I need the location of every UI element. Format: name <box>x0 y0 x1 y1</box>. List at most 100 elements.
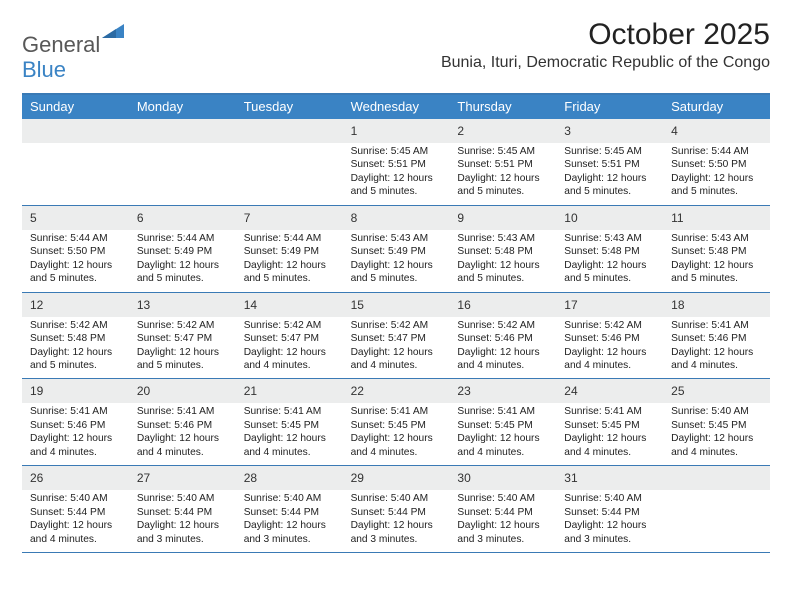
logo-triangle-icon <box>102 24 124 38</box>
calendar-cell: 18Sunrise: 5:41 AMSunset: 5:46 PMDayligh… <box>663 293 770 379</box>
location-text: Bunia, Ituri, Democratic Republic of the… <box>441 54 770 72</box>
day-number-row: 28 <box>236 466 343 490</box>
calendar-cell: 25Sunrise: 5:40 AMSunset: 5:45 PMDayligh… <box>663 379 770 465</box>
day-number: 23 <box>457 384 470 398</box>
day-number: 20 <box>137 384 150 398</box>
day-number: 24 <box>564 384 577 398</box>
day-number: 15 <box>351 298 364 312</box>
day-detail: Sunrise: 5:44 AMSunset: 5:49 PMDaylight:… <box>129 230 236 292</box>
calendar-cell: 13 Sunrise: 5:42 AMSunset: 5:47 PMDayligh… <box>129 293 236 379</box>
calendar-cell: 24 Sunrise: 5:41 AMSunset: 5:45 PMDayligh… <box>556 379 663 465</box>
title-block: October 2025 Bunia, Ituri, Democratic Re… <box>441 18 770 72</box>
day-detail: Sunrise: 5:42 AMSunset: 5:47 PMDaylight:… <box>343 317 450 379</box>
day-detail: Sunrise: 5:41 AMSunset: 5:45 PMDaylight:… <box>449 403 556 465</box>
day-detail: Sunrise: 5:41 AMSunset: 5:46 PMDaylight:… <box>22 403 129 465</box>
day-number: 18 <box>671 298 684 312</box>
day-number: 9 <box>457 211 464 225</box>
day-number-row: 20 <box>129 379 236 403</box>
day-number: 6 <box>137 211 144 225</box>
day-number-row: 18 <box>663 293 770 317</box>
day-number-row: 0 <box>129 119 236 143</box>
day-number: 21 <box>244 384 257 398</box>
day-number-row: 19 <box>22 379 129 403</box>
day-number: 12 <box>30 298 43 312</box>
day-number-row: 16 <box>449 293 556 317</box>
day-detail: Sunrise: 5:41 AMSunset: 5:45 PMDaylight:… <box>236 403 343 465</box>
day-number: 10 <box>564 211 577 225</box>
day-number-row: 12 <box>22 293 129 317</box>
day-number-row: 3 <box>556 119 663 143</box>
day-detail: Sunrise: 5:40 AMSunset: 5:44 PMDaylight:… <box>129 490 236 552</box>
day-number-row: 11 <box>663 206 770 230</box>
calendar-cell: 16Sunrise: 5:42 AMSunset: 5:46 PMDayligh… <box>449 293 556 379</box>
day-detail: Sunrise: 5:43 AMSunset: 5:48 PMDaylight:… <box>663 230 770 292</box>
day-detail: Sunrise: 5:45 AMSunset: 5:51 PMDaylight:… <box>556 143 663 205</box>
calendar-cell: 17Sunrise: 5:42 AMSunset: 5:46 PMDayligh… <box>556 293 663 379</box>
calendar-cell: 27Sunrise: 5:40 AMSunset: 5:44 PMDayligh… <box>129 466 236 552</box>
day-number-row: 27 <box>129 466 236 490</box>
calendar-cell: 30 Sunrise: 5:40 AMSunset: 5:44 PMDayligh… <box>449 466 556 552</box>
day-number-row: 13 <box>129 293 236 317</box>
day-number-row: 6 <box>129 206 236 230</box>
weekday-header: Tuesday <box>236 95 343 119</box>
day-number-row: 8 <box>343 206 450 230</box>
calendar-cell: 0 <box>236 119 343 205</box>
calendar-cell: 0 <box>129 119 236 205</box>
day-number-row: 5 <box>22 206 129 230</box>
day-detail: Sunrise: 5:40 AMSunset: 5:44 PMDaylight:… <box>236 490 343 552</box>
calendar-cell: 11 Sunrise: 5:43 AMSunset: 5:48 PMDayligh… <box>663 206 770 292</box>
day-detail: Sunrise: 5:45 AMSunset: 5:51 PMDaylight:… <box>343 143 450 205</box>
day-detail: Sunrise: 5:42 AMSunset: 5:47 PMDaylight:… <box>236 317 343 379</box>
day-detail: Sunrise: 5:41 AMSunset: 5:45 PMDaylight:… <box>343 403 450 465</box>
calendar-cell: 31 Sunrise: 5:40 AMSunset: 5:44 PMDayligh… <box>556 466 663 552</box>
day-detail: Sunrise: 5:40 AMSunset: 5:44 PMDaylight:… <box>556 490 663 552</box>
day-number-row: 4 <box>663 119 770 143</box>
day-number-row: 21 <box>236 379 343 403</box>
day-number: 1 <box>351 124 358 138</box>
day-number-row: 7 <box>236 206 343 230</box>
day-number-row: 9 <box>449 206 556 230</box>
day-number: 28 <box>244 471 257 485</box>
day-detail: Sunrise: 5:44 AMSunset: 5:50 PMDaylight:… <box>663 143 770 205</box>
weekday-header: Friday <box>556 95 663 119</box>
day-number: 13 <box>137 298 150 312</box>
day-number: 26 <box>30 471 43 485</box>
day-number: 22 <box>351 384 364 398</box>
calendar-body: 0 0 0 1 Sunrise: 5:45 AMSunset: 5:51 PMDa… <box>22 119 770 553</box>
day-number-row: 10 <box>556 206 663 230</box>
calendar-cell: 29Sunrise: 5:40 AMSunset: 5:44 PMDayligh… <box>343 466 450 552</box>
weekday-header: Monday <box>129 95 236 119</box>
day-number: 31 <box>564 471 577 485</box>
day-number: 11 <box>671 211 683 225</box>
day-number: 2 <box>457 124 464 138</box>
day-number: 19 <box>30 384 43 398</box>
day-number-row: 31 <box>556 466 663 490</box>
day-number-row: 23 <box>449 379 556 403</box>
logo-word1: General <box>22 32 100 57</box>
day-number: 17 <box>564 298 577 312</box>
day-number: 25 <box>671 384 684 398</box>
calendar-cell: 14 Sunrise: 5:42 AMSunset: 5:47 PMDayligh… <box>236 293 343 379</box>
day-detail: Sunrise: 5:43 AMSunset: 5:49 PMDaylight:… <box>343 230 450 292</box>
logo-word2: Blue <box>22 57 66 82</box>
calendar-cell: 0 <box>663 466 770 552</box>
calendar-cell: 0 <box>22 119 129 205</box>
day-number: 14 <box>244 298 257 312</box>
calendar-week: 5Sunrise: 5:44 AMSunset: 5:50 PMDaylight… <box>22 206 770 293</box>
day-number: 3 <box>564 124 571 138</box>
day-detail: Sunrise: 5:41 AMSunset: 5:45 PMDaylight:… <box>556 403 663 465</box>
weekday-header-row: SundayMondayTuesdayWednesdayThursdayFrid… <box>22 95 770 119</box>
calendar-cell: 9Sunrise: 5:43 AMSunset: 5:48 PMDaylight… <box>449 206 556 292</box>
day-detail: Sunrise: 5:40 AMSunset: 5:44 PMDaylight:… <box>343 490 450 552</box>
calendar-cell: 6 Sunrise: 5:44 AMSunset: 5:49 PMDaylight… <box>129 206 236 292</box>
day-detail: Sunrise: 5:42 AMSunset: 5:46 PMDaylight:… <box>449 317 556 379</box>
day-detail: Sunrise: 5:42 AMSunset: 5:48 PMDaylight:… <box>22 317 129 379</box>
day-number-row: 26 <box>22 466 129 490</box>
day-number-row: 0 <box>663 466 770 490</box>
calendar-cell: 7Sunrise: 5:44 AMSunset: 5:49 PMDaylight… <box>236 206 343 292</box>
calendar-cell: 21 Sunrise: 5:41 AMSunset: 5:45 PMDayligh… <box>236 379 343 465</box>
day-number: 30 <box>457 471 470 485</box>
day-detail: Sunrise: 5:42 AMSunset: 5:47 PMDaylight:… <box>129 317 236 379</box>
day-number-row: 14 <box>236 293 343 317</box>
day-detail: Sunrise: 5:40 AMSunset: 5:44 PMDaylight:… <box>449 490 556 552</box>
